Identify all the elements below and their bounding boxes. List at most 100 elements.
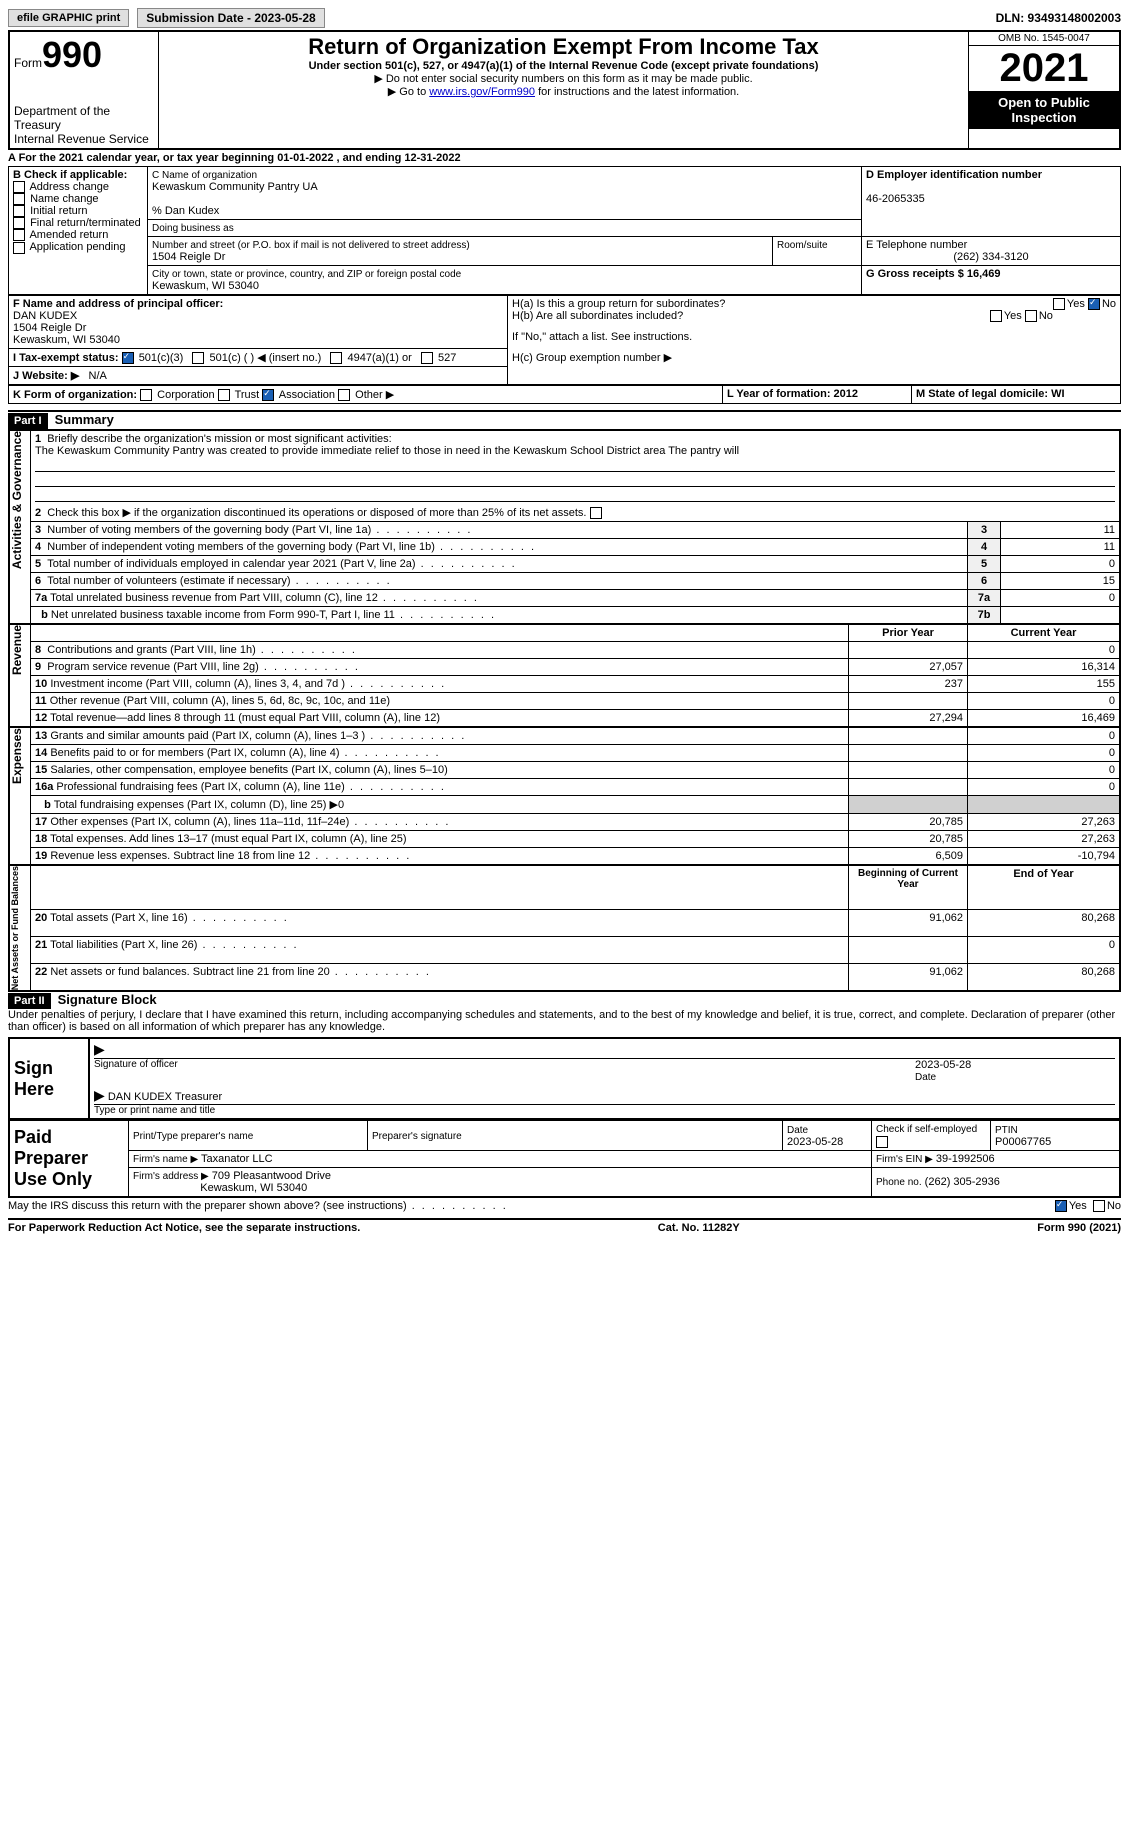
paid-preparer-label: Paid Preparer Use Only <box>14 1127 124 1190</box>
org-name: Kewaskum Community Pantry UA <box>152 181 318 193</box>
cb-amended[interactable] <box>13 229 25 241</box>
part2-title: Signature Block <box>58 992 157 1007</box>
i-label: I Tax-exempt status: <box>13 352 119 364</box>
hb-note: If "No," attach a list. See instructions… <box>512 331 692 343</box>
net-assets-label: Net Assets or Fund Balances <box>10 866 20 990</box>
officer-addr2: Kewaskum, WI 53040 <box>13 334 120 346</box>
j-label: J Website: ▶ <box>13 370 79 382</box>
cb-527[interactable] <box>421 352 433 364</box>
val-3: 11 <box>1001 522 1121 539</box>
cb-hb-no[interactable] <box>1025 310 1037 322</box>
cb-self-employed[interactable] <box>876 1136 888 1148</box>
irs-link[interactable]: www.irs.gov/Form990 <box>429 86 535 98</box>
form-number: 990 <box>42 34 102 75</box>
phone: (262) 334-3120 <box>866 251 1116 263</box>
cb-discuss-no[interactable] <box>1093 1200 1105 1212</box>
type-name-label: Type or print name and title <box>94 1104 1115 1116</box>
cb-initial-return[interactable] <box>13 205 25 217</box>
footer: For Paperwork Reduction Act Notice, see … <box>8 1218 1121 1234</box>
val-7a: 0 <box>1001 590 1121 607</box>
prior-year-header: Prior Year <box>849 624 968 642</box>
cb-assoc[interactable] <box>262 389 274 401</box>
paid-preparer-block: Paid Preparer Use Only Print/Type prepar… <box>8 1120 1121 1197</box>
cb-app-pending[interactable] <box>13 242 25 254</box>
cb-discuss-yes[interactable] <box>1055 1200 1067 1212</box>
b-label: B Check if applicable: <box>13 169 127 181</box>
eoy-header: End of Year <box>968 865 1121 909</box>
check-self-employed: Check if self-employed <box>876 1124 977 1135</box>
firm-addr2: Kewaskum, WI 53040 <box>200 1182 307 1194</box>
note-ssn: ▶ Do not enter social security numbers o… <box>163 72 964 85</box>
form-label: Form <box>14 56 42 70</box>
c-name-label: C Name of organization <box>152 170 257 181</box>
k-label: K Form of organization: <box>13 389 137 401</box>
part1-header: Part I <box>8 413 48 429</box>
cb-other[interactable] <box>338 389 350 401</box>
cb-final-return[interactable] <box>13 217 25 229</box>
open-public: Open to Public Inspection <box>969 91 1119 129</box>
d-label: D Employer identification number <box>866 169 1042 181</box>
dba-label: Doing business as <box>152 223 234 234</box>
cb-4947[interactable] <box>330 352 342 364</box>
form-subtitle: Under section 501(c), 527, or 4947(a)(1)… <box>163 60 964 72</box>
cb-discontinued[interactable] <box>590 507 602 519</box>
ha-label: H(a) Is this a group return for subordin… <box>512 298 725 310</box>
activities-governance-label: Activities & Governance <box>10 431 24 569</box>
identity-block: B Check if applicable: Address change Na… <box>8 166 1121 295</box>
m-state: M State of legal domicile: WI <box>916 388 1065 400</box>
sig-date: 2023-05-28 <box>915 1059 971 1071</box>
city-label: City or town, state or province, country… <box>152 269 461 280</box>
prep-name-label: Print/Type preparer's name <box>133 1131 253 1142</box>
irs-label: Internal Revenue Service <box>14 132 154 146</box>
l1-text: The Kewaskum Community Pantry was create… <box>35 445 739 457</box>
arrow-icon: ▶ <box>94 1087 105 1103</box>
officer-name-title: DAN KUDEX Treasurer <box>108 1091 222 1103</box>
current-year-header: Current Year <box>968 624 1121 642</box>
omb-number: OMB No. 1545-0047 <box>969 32 1119 46</box>
form-ref: Form 990 (2021) <box>1037 1222 1121 1234</box>
part1-table: Activities & Governance 1 Briefly descri… <box>8 429 1121 992</box>
firm-ein: 39-1992506 <box>936 1153 995 1165</box>
boy-header: Beginning of Current Year <box>849 865 968 909</box>
city-state-zip: Kewaskum, WI 53040 <box>152 280 259 292</box>
part2-header: Part II <box>8 993 51 1009</box>
officer-addr1: 1504 Reigle Dr <box>13 322 86 334</box>
g-gross-receipts: G Gross receipts $ 16,469 <box>866 268 1001 280</box>
prep-date: 2023-05-28 <box>787 1136 843 1148</box>
sign-here-label: Sign Here <box>14 1058 84 1100</box>
efile-button[interactable]: efile GRAPHIC print <box>8 9 129 27</box>
website: N/A <box>89 370 107 382</box>
hc-label: H(c) Group exemption number ▶ <box>512 352 672 364</box>
l2-text: Check this box ▶ if the organization dis… <box>47 507 586 519</box>
cb-ha-no[interactable] <box>1088 298 1100 310</box>
val-7b <box>1001 607 1121 625</box>
e-label: E Telephone number <box>866 239 967 251</box>
line-a: A For the 2021 calendar year, or tax yea… <box>8 150 1121 166</box>
cb-ha-yes[interactable] <box>1053 298 1065 310</box>
cb-trust[interactable] <box>218 389 230 401</box>
firm-addr1: 709 Pleasantwood Drive <box>212 1170 331 1182</box>
part1-title: Summary <box>55 412 114 427</box>
addr-label: Number and street (or P.O. box if mail i… <box>152 240 470 251</box>
prep-sig-label: Preparer's signature <box>372 1131 462 1142</box>
cb-501c[interactable] <box>192 352 204 364</box>
paperwork-notice: For Paperwork Reduction Act Notice, see … <box>8 1222 360 1234</box>
cb-address-change[interactable] <box>13 181 25 193</box>
l1-label: Briefly describe the organization's miss… <box>47 433 391 445</box>
l-year-formation: L Year of formation: 2012 <box>727 388 858 400</box>
ein: 46-2065335 <box>866 193 925 205</box>
declaration: Under penalties of perjury, I declare th… <box>8 1009 1121 1033</box>
cb-501c3[interactable] <box>122 352 134 364</box>
cb-name-change[interactable] <box>13 193 25 205</box>
cb-hb-yes[interactable] <box>990 310 1002 322</box>
f-h-block: F Name and address of principal officer:… <box>8 295 1121 385</box>
val-4: 11 <box>1001 539 1121 556</box>
cb-corp[interactable] <box>140 389 152 401</box>
pct-name: % Dan Kudex <box>152 205 219 217</box>
officer-name: DAN KUDEX <box>13 310 77 322</box>
arrow-icon: ▶ <box>94 1041 105 1057</box>
note-link: ▶ Go to www.irs.gov/Form990 for instruct… <box>163 85 964 98</box>
val-6: 15 <box>1001 573 1121 590</box>
k-l-m-block: K Form of organization: Corporation Trus… <box>8 385 1121 404</box>
expenses-label: Expenses <box>10 728 24 784</box>
